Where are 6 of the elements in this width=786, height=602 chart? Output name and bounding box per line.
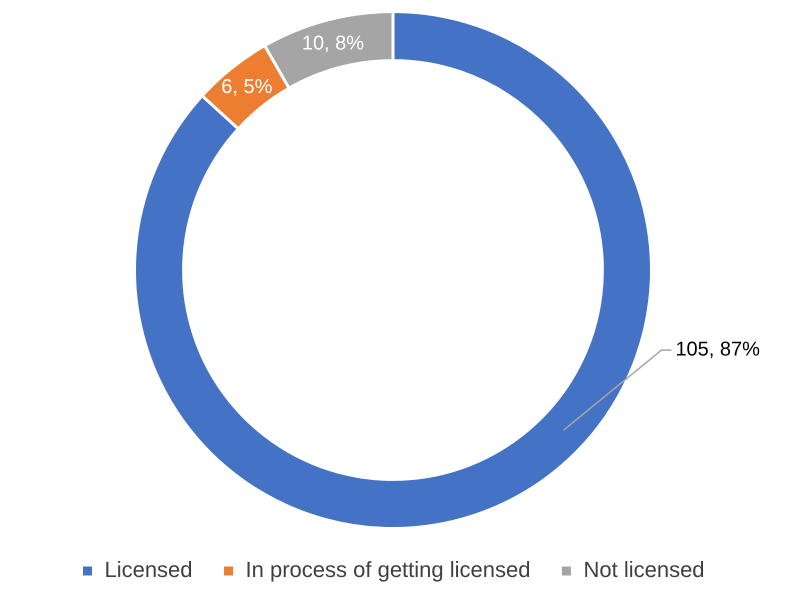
data-label: 105, 87% <box>675 338 760 361</box>
legend-label: Licensed <box>104 557 193 582</box>
legend-label: In process of getting licensed <box>246 557 530 582</box>
legend-label: Not licensed <box>583 557 705 582</box>
data-label: 6, 5% <box>221 76 273 98</box>
data-label: 10, 8% <box>302 32 364 54</box>
